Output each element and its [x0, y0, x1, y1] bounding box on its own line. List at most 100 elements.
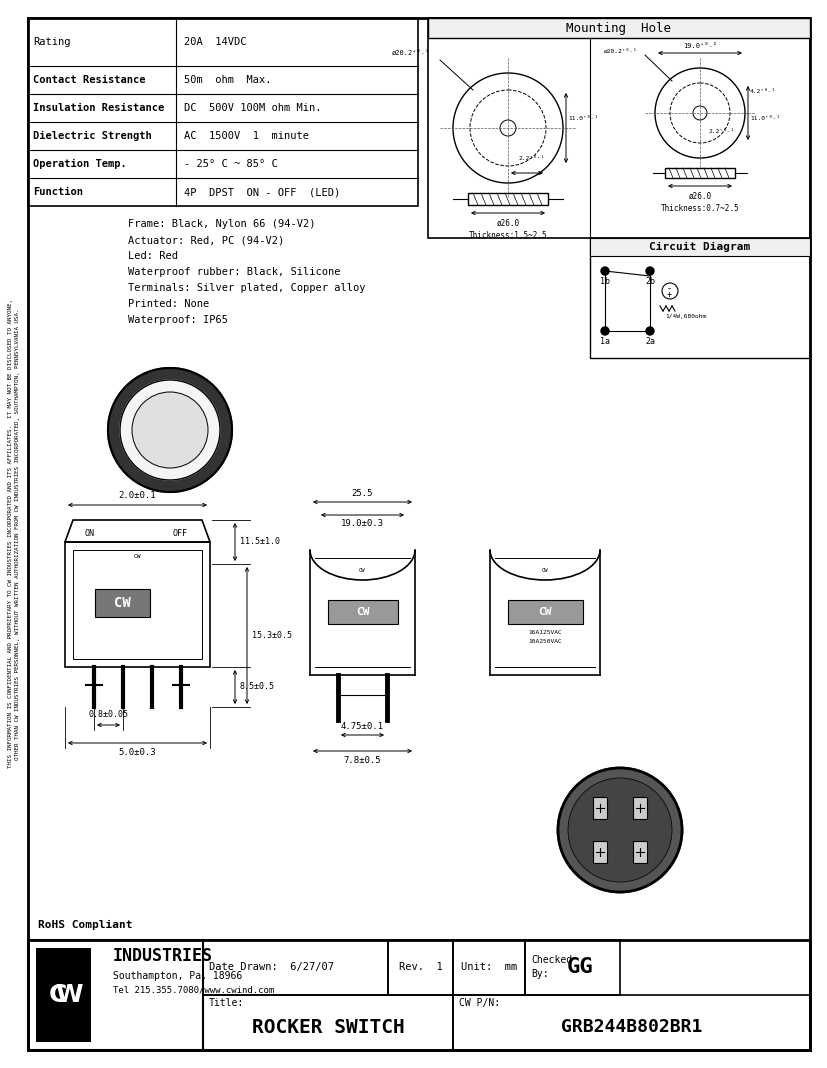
Text: INDUSTRIES: INDUSTRIES: [112, 947, 213, 965]
Text: 2a: 2a: [644, 336, 654, 346]
Circle shape: [131, 392, 208, 468]
Text: 50m  ohm  Max.: 50m ohm Max.: [184, 75, 271, 85]
Text: Checked: Checked: [530, 956, 571, 965]
Bar: [590, 238, 809, 256]
Text: Waterproof rubber: Black, Silicone: Waterproof rubber: Black, Silicone: [128, 267, 340, 277]
Text: RoHS Compliant: RoHS Compliant: [38, 920, 132, 930]
Text: THIS INFORMATION IS CONFIDENTIAL AND PROPRIETARY TO CW INDUSTRIES INCORPORATED A: THIS INFORMATION IS CONFIDENTIAL AND PRO…: [8, 299, 13, 769]
Text: CW P/N:: CW P/N:: [458, 998, 500, 1008]
Circle shape: [600, 327, 609, 335]
Text: W: W: [55, 983, 84, 1007]
Text: Operation Temp.: Operation Temp.: [33, 159, 127, 169]
Text: Rev.  1: Rev. 1: [398, 962, 442, 973]
Text: 15.3±0.5: 15.3±0.5: [251, 631, 292, 640]
Bar: [95, 588, 150, 617]
Text: 0.8±0.05: 0.8±0.05: [88, 710, 128, 720]
Text: 10A250VAC: 10A250VAC: [528, 640, 562, 644]
Bar: [452, 940, 524, 995]
Text: 4P  DPST  ON - OFF  (LED): 4P DPST ON - OFF (LED): [184, 187, 340, 197]
Text: Frame: Black, Nylon 66 (94-V2): Frame: Black, Nylon 66 (94-V2): [128, 219, 315, 229]
Bar: [524, 940, 619, 995]
Text: Southampton, Pa. 18966: Southampton, Pa. 18966: [112, 971, 242, 981]
Text: - 25° C ~ 85° C: - 25° C ~ 85° C: [184, 159, 277, 169]
Text: 25.5: 25.5: [351, 489, 373, 499]
Circle shape: [645, 267, 653, 274]
Text: 16A125VAC: 16A125VAC: [528, 629, 562, 634]
Text: +: +: [666, 289, 671, 298]
Text: AC  1500V  1  minute: AC 1500V 1 minute: [184, 131, 308, 141]
Bar: [592, 797, 606, 819]
Text: Circuit Diagram: Circuit Diagram: [648, 242, 750, 252]
Circle shape: [120, 380, 220, 480]
Circle shape: [108, 368, 232, 492]
Bar: [73, 550, 202, 659]
Text: Actuator: Red, PC (94-V2): Actuator: Red, PC (94-V2): [128, 235, 284, 245]
Text: Thickness:1.5~2.5: Thickness:1.5~2.5: [468, 231, 547, 239]
Text: ROCKER SWITCH: ROCKER SWITCH: [251, 1018, 404, 1037]
Bar: [203, 940, 388, 995]
Text: 11.0⁺⁰₋¹: 11.0⁺⁰₋¹: [567, 115, 597, 121]
Text: Terminals: Silver plated, Copper alloy: Terminals: Silver plated, Copper alloy: [128, 283, 365, 293]
Text: CW: CW: [356, 607, 370, 617]
Text: Rating: Rating: [33, 37, 70, 47]
Text: ø26.0: ø26.0: [687, 191, 710, 201]
Bar: [632, 841, 646, 863]
Text: CW: CW: [541, 567, 547, 572]
Text: 11.0⁺⁰₋¹: 11.0⁺⁰₋¹: [749, 115, 779, 121]
Text: 4.2⁺⁰₋¹: 4.2⁺⁰₋¹: [749, 89, 776, 94]
Text: Function: Function: [33, 187, 83, 197]
Bar: [590, 238, 809, 358]
Text: ON: ON: [85, 529, 95, 537]
Text: CW: CW: [113, 596, 130, 610]
Bar: [632, 797, 646, 819]
Text: Led: Red: Led: Red: [128, 251, 178, 261]
Text: 11.5±1.0: 11.5±1.0: [240, 537, 280, 547]
Text: C: C: [48, 983, 67, 1007]
Text: Thickness:0.7~2.5: Thickness:0.7~2.5: [660, 204, 739, 213]
Text: ø20.2⁺⁰₋¹: ø20.2⁺⁰₋¹: [604, 48, 638, 53]
Text: 1a: 1a: [600, 336, 609, 346]
Text: 2.2⁺⁰₋¹: 2.2⁺⁰₋¹: [707, 128, 734, 134]
Text: 4.75±0.1: 4.75±0.1: [341, 722, 384, 732]
Bar: [203, 995, 452, 1050]
Text: Dielectric Strength: Dielectric Strength: [33, 131, 151, 141]
Text: CW: CW: [538, 607, 551, 617]
Text: Mounting  Hole: Mounting Hole: [566, 21, 671, 34]
Circle shape: [600, 267, 609, 274]
Text: OTHER THAN CW INDUSTRIES PERSONNEL, WITHOUT WRITTEN AUTHORIZATION FROM CW INDUST: OTHER THAN CW INDUSTRIES PERSONNEL, WITH…: [16, 309, 21, 759]
Bar: [28, 18, 418, 206]
Text: Unit:  mm: Unit: mm: [461, 962, 517, 973]
Circle shape: [557, 768, 681, 892]
Bar: [65, 541, 210, 668]
Text: Date Drawn:  6/27/07: Date Drawn: 6/27/07: [208, 962, 333, 973]
Text: Title:: Title:: [208, 998, 244, 1008]
Text: 19.0±0.3: 19.0±0.3: [341, 518, 384, 528]
Circle shape: [645, 327, 653, 335]
Text: GRB244B802BR1: GRB244B802BR1: [560, 1019, 701, 1037]
Text: Waterproof: IP65: Waterproof: IP65: [128, 315, 227, 325]
Text: Contact Resistance: Contact Resistance: [33, 75, 146, 85]
Text: GG: GG: [566, 958, 593, 977]
Bar: [592, 841, 606, 863]
Bar: [452, 995, 809, 1050]
Text: CW: CW: [133, 554, 141, 560]
Text: 1/4W,680ohm: 1/4W,680ohm: [664, 314, 705, 318]
Circle shape: [567, 778, 672, 882]
Text: 7.8±0.5: 7.8±0.5: [343, 756, 381, 766]
Text: ø26.0: ø26.0: [496, 219, 519, 227]
Text: 2.0±0.1: 2.0±0.1: [118, 490, 156, 500]
Text: CW: CW: [358, 567, 365, 572]
Text: 2.2⁺⁰⋅¹: 2.2⁺⁰⋅¹: [518, 156, 543, 160]
Text: 1b: 1b: [600, 277, 609, 285]
Text: DC  500V 100M ohm Min.: DC 500V 100M ohm Min.: [184, 103, 321, 113]
Bar: [36, 948, 91, 1042]
Bar: [28, 940, 203, 1050]
Bar: [664, 168, 734, 178]
Text: 5.0±0.3: 5.0±0.3: [118, 749, 156, 757]
Text: 2b: 2b: [644, 277, 654, 285]
Bar: [388, 940, 452, 995]
Text: Printed: None: Printed: None: [128, 299, 209, 309]
Bar: [327, 600, 398, 624]
Text: -: -: [666, 284, 671, 294]
Text: 20A  14VDC: 20A 14VDC: [184, 37, 246, 47]
